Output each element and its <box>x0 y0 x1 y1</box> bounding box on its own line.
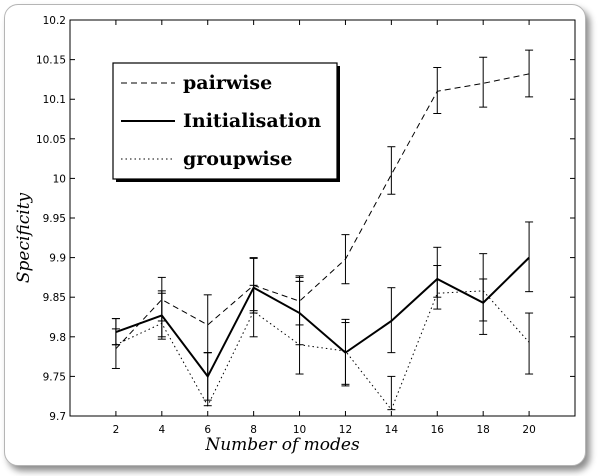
x-tick-label: 10 <box>293 424 306 436</box>
y-tick-label: 9.95 <box>43 213 66 225</box>
y-tick-label: 9.75 <box>43 371 66 383</box>
series-line-pairwise <box>115 73 530 350</box>
y-tick-label: 9.8 <box>49 332 66 344</box>
y-tick-label: 10 <box>53 173 66 185</box>
x-tick-label: 2 <box>113 424 120 436</box>
y-tick-label: 9.85 <box>43 292 66 304</box>
x-axis-label: Number of modes <box>204 435 360 455</box>
y-tick-label: 10.05 <box>36 134 66 146</box>
y-tick-label: 9.7 <box>49 411 66 423</box>
y-axis-label: Specificity <box>14 192 34 283</box>
x-tick-label: 14 <box>385 424 399 436</box>
legend-label-initialisation: Initialisation <box>183 110 321 132</box>
specificity-chart: 9.7 9.75 9.8 9.85 9.9 9.95 10 10.05 10.1 10.15 10.… <box>14 15 576 455</box>
series-line-initialisation <box>115 256 530 379</box>
figure-frame: 9.7 9.75 9.8 9.85 9.9 9.95 10 10.05 10.1 10.15 10.… <box>4 4 586 466</box>
x-tick-label: 12 <box>339 424 352 436</box>
y-tick-label: 10.2 <box>43 15 66 27</box>
series-line-groupwise <box>115 290 530 411</box>
x-tick-label: 18 <box>476 424 489 436</box>
y-tick-label: 9.9 <box>49 253 66 265</box>
x-tick-label: 8 <box>250 424 257 436</box>
y-tick-label: 10.1 <box>43 94 66 106</box>
x-tick-label: 16 <box>431 424 445 436</box>
legend-label-pairwise: pairwise <box>183 72 272 94</box>
legend-label-groupwise: groupwise <box>183 148 292 170</box>
x-tick-label: 4 <box>158 424 165 436</box>
y-tick-label: 10.15 <box>36 55 66 67</box>
x-tick-label: 20 <box>522 424 535 436</box>
x-tick-label: 6 <box>204 424 211 436</box>
